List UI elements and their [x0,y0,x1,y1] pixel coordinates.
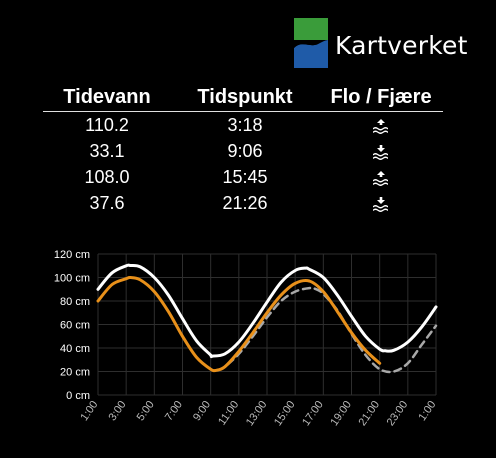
kartverket-logo: Kartverket [294,18,468,68]
tide-row: 33.1 9:06 [43,138,443,164]
series-line-orange-solid [96,275,382,373]
tide-level: 37.6 [89,192,125,213]
tide-chart: 0 cm 20 cm 40 cm 60 cm 80 cm 100 cm 120 cm 1:0… [54,249,439,428]
logo-text: Kartverket [335,30,468,60]
header-tidspunkt: Tidspunkt [171,85,319,112]
x-tick-label: 15:00 [272,399,298,428]
x-tick-label: 7:00 [163,399,185,423]
x-tick-label: 1:00 [78,399,100,423]
tide-row: 108.0 15:45 [43,164,443,190]
high-tide-icon [373,170,388,186]
x-tick-label: 19:00 [328,399,354,428]
y-tick-label: 40 cm [60,343,90,355]
low-tide-icon [373,196,388,212]
series-line-white-solid [96,263,438,359]
tide-table: Tidevann Tidspunkt Flo / Fjære 110.2 3:18… [43,85,443,216]
tide-time: 21:26 [222,192,268,213]
y-tick-label: 60 cm [60,320,90,332]
x-tick-label: 23:00 [385,399,411,428]
tide-time: 9:06 [227,140,263,161]
chart-series [96,263,438,374]
x-axis-ticks: 1:00 3:00 5:00 7:00 9:00 11:00 13:00 15:00 17:00… [78,399,438,428]
tide-level: 108.0 [84,166,130,187]
x-tick-label: 5:00 [135,399,157,423]
x-tick-label: 13:00 [244,399,270,428]
y-tick-label: 20 cm [60,367,90,379]
y-tick-label: 120 cm [54,249,90,261]
y-tick-label: 100 cm [54,273,90,285]
tide-row: 110.2 3:18 [43,112,443,139]
tide-row: 37.6 21:26 [43,190,443,216]
y-axis-ticks: 0 cm 20 cm 40 cm 60 cm 80 cm 100 cm 120 cm [54,249,90,402]
tide-time: 15:45 [222,166,268,187]
x-tick-label: 9:00 [191,399,213,423]
high-tide-icon [373,118,388,134]
series-line-gray-dashed [216,286,438,374]
chart-grid [97,253,437,396]
x-tick-label: 3:00 [107,399,129,423]
header-flo-fjaere: Flo / Fjære [319,85,443,112]
x-tick-label: 11:00 [216,399,241,428]
low-tide-icon [373,144,388,160]
x-tick-label: 1:00 [416,399,438,423]
header-tidevann: Tidevann [43,85,171,112]
y-tick-label: 0 cm [66,390,90,402]
kartverket-logo-mark-icon [294,18,328,68]
tide-level: 33.1 [89,140,125,161]
tide-table-header: Tidevann Tidspunkt Flo / Fjære [43,85,443,112]
tide-level: 110.2 [85,114,129,135]
y-tick-label: 80 cm [60,296,90,308]
tide-time: 3:18 [227,114,263,135]
x-tick-label: 17:00 [300,399,326,428]
x-tick-label: 21:00 [357,399,383,428]
